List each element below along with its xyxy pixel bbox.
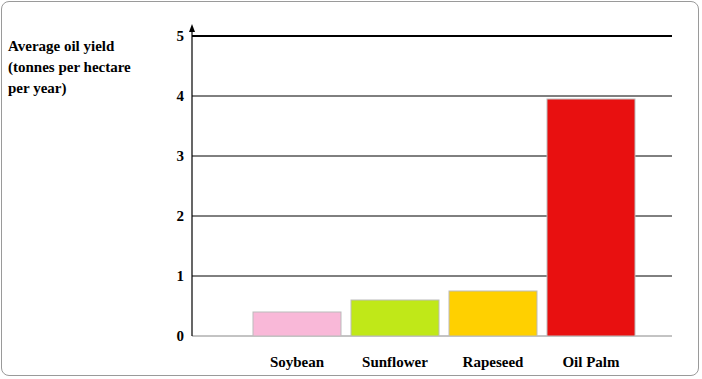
y-tick-label: 1 (177, 268, 185, 284)
y-tick-label: 0 (177, 328, 185, 344)
y-axis (191, 28, 192, 336)
bar (253, 312, 341, 336)
bar (547, 99, 635, 336)
y-tick-label: 2 (177, 208, 185, 224)
x-tick-label: Sunflower (362, 354, 428, 370)
chart: 0 1 2 3 4 5 Soybean Sunflower Rapeseed Oil Palm (0, 0, 702, 379)
grid-line (192, 35, 672, 37)
grid-line (192, 96, 672, 97)
y-tick-label: 5 (177, 28, 185, 44)
y-axis-arrow (189, 24, 195, 32)
x-tick-label: Soybean (270, 354, 325, 370)
x-tick-label: Oil Palm (562, 354, 620, 370)
y-axis-label: Average oil yield (tonnes per hectare pe… (8, 36, 138, 99)
bar (351, 300, 439, 336)
bars (253, 99, 635, 336)
bar (449, 291, 537, 336)
y-tick-label: 3 (177, 148, 185, 164)
x-tick-label: Rapeseed (463, 354, 524, 370)
y-tick-label: 4 (177, 88, 185, 104)
